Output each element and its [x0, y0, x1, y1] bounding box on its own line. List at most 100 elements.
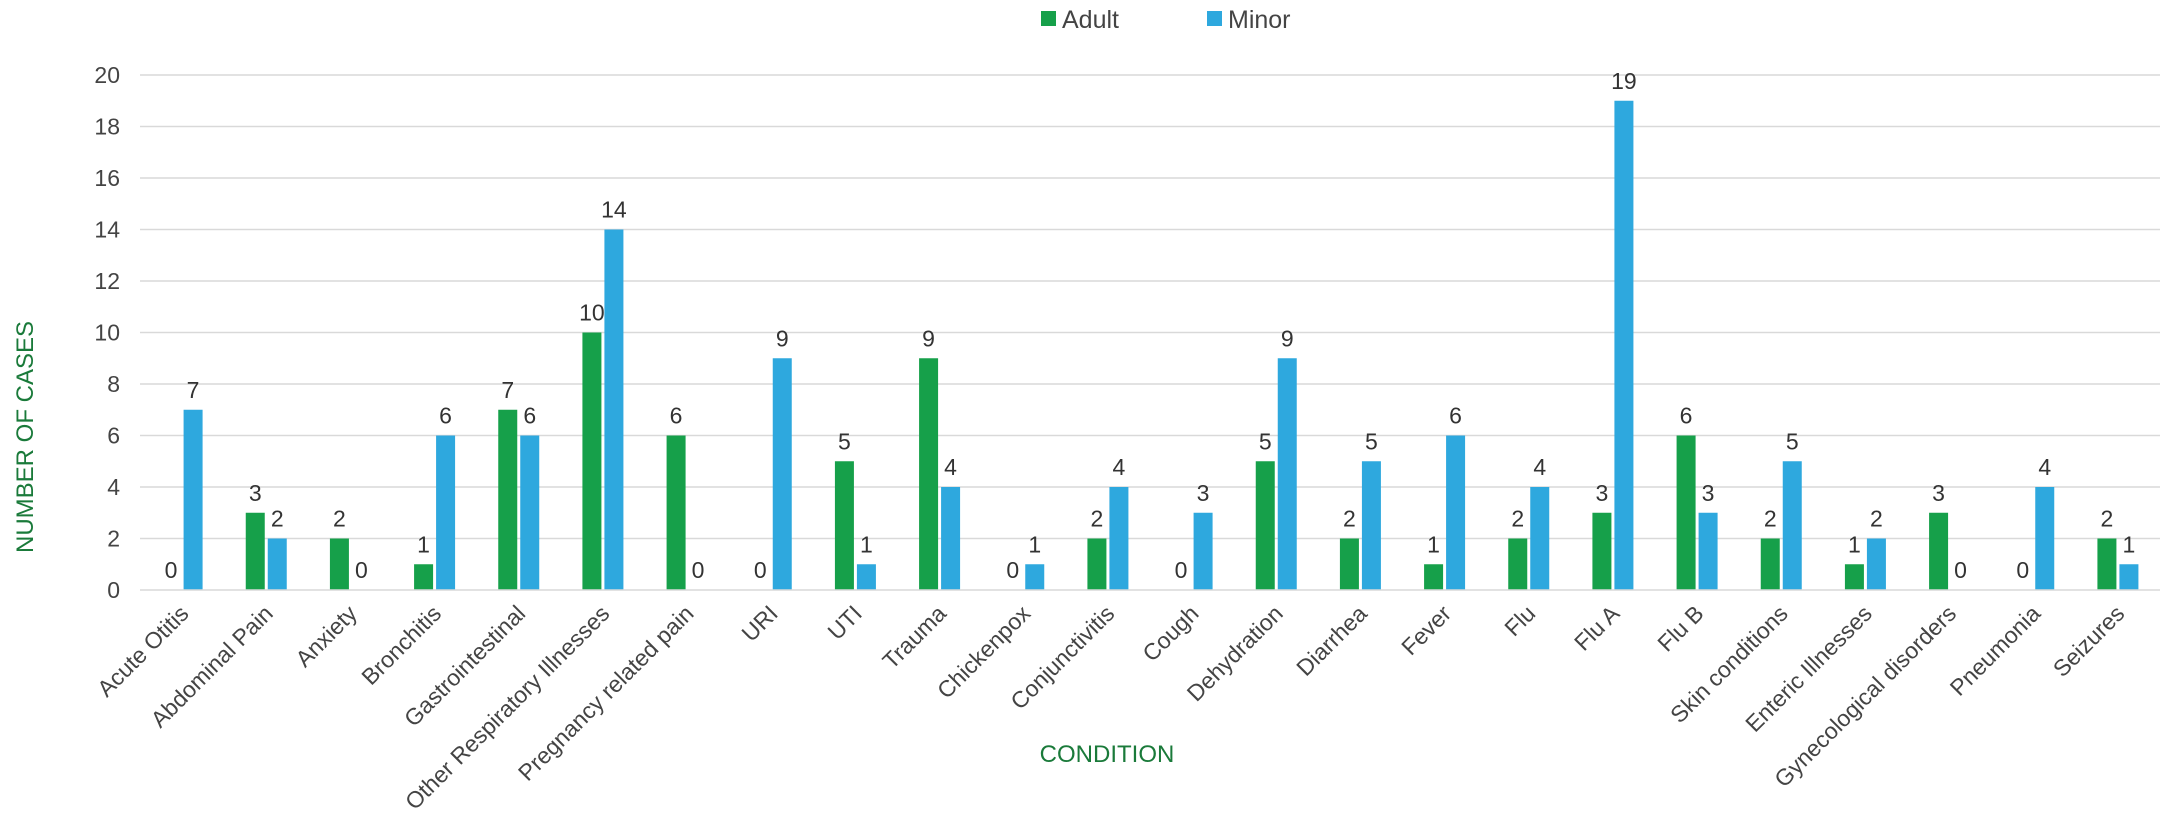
- legend-swatch-adult: [1041, 11, 1056, 26]
- data-label-minor: 1: [2123, 531, 2136, 557]
- x-tick-label: Seizures: [2048, 600, 2130, 682]
- x-tick-label: Flu: [1499, 600, 1540, 641]
- y-tick-label: 10: [94, 320, 120, 346]
- bars: [183, 100, 2139, 590]
- data-label-minor: 1: [860, 531, 873, 557]
- bar-minor: [772, 358, 792, 590]
- bar-adult: [582, 332, 602, 590]
- data-label-adult: 3: [1932, 480, 1945, 506]
- y-tick-label: 6: [107, 423, 120, 449]
- bar-adult: [1676, 435, 1696, 590]
- data-label-adult: 0: [1006, 557, 1019, 583]
- bar-adult: [919, 358, 939, 590]
- data-label-adult: 1: [1848, 531, 1861, 557]
- gridlines: [140, 74, 2160, 540]
- data-label-adult: 2: [1511, 506, 1524, 532]
- data-label-minor: 14: [601, 197, 627, 223]
- bar-adult: [666, 435, 686, 590]
- x-tick-label: Bronchitis: [356, 600, 446, 690]
- data-label-adult: 0: [2016, 557, 2029, 583]
- bar-minor: [1193, 512, 1213, 590]
- bar-adult: [1929, 512, 1949, 590]
- data-label-adult: 1: [417, 531, 430, 557]
- bar-minor: [941, 487, 961, 590]
- x-tick-label: Cough: [1137, 600, 1203, 666]
- data-label-minor: 6: [1449, 403, 1462, 429]
- bar-adult: [1760, 538, 1780, 590]
- data-label-minor: 0: [1954, 557, 1967, 583]
- y-tick-label: 16: [94, 165, 120, 191]
- data-label-adult: 6: [1680, 403, 1693, 429]
- data-label-minor: 19: [1611, 68, 1637, 94]
- bar-adult: [1087, 538, 1107, 590]
- bar-minor: [856, 564, 876, 590]
- data-label-adult: 7: [501, 377, 514, 403]
- data-label-adult: 0: [1175, 557, 1188, 583]
- y-tick-label: 2: [107, 526, 120, 552]
- data-label-minor: 5: [1786, 428, 1799, 454]
- bar-adult: [329, 538, 349, 590]
- data-label-minor: 3: [1702, 480, 1715, 506]
- data-label-minor: 9: [1281, 325, 1294, 351]
- data-label-adult: 5: [1259, 428, 1272, 454]
- data-label-minor: 2: [271, 506, 284, 532]
- data-label-minor: 0: [355, 557, 368, 583]
- bar-minor: [1530, 487, 1550, 590]
- bar-adult: [245, 512, 265, 590]
- x-axis-title: CONDITION: [1040, 741, 1175, 768]
- data-label-adult: 0: [754, 557, 767, 583]
- bar-minor: [2035, 487, 2055, 590]
- bar-adult: [2097, 538, 2117, 590]
- data-label-minor: 3: [1197, 480, 1210, 506]
- x-tick-label: Fever: [1396, 600, 1456, 660]
- y-axis-title: NUMBER OF CASES: [12, 321, 39, 553]
- x-tick-label: URI: [736, 600, 782, 646]
- x-tick-label: Trauma: [877, 600, 951, 674]
- data-label-adult: 10: [579, 300, 605, 326]
- y-tick-label: 8: [107, 371, 120, 397]
- bar-minor: [1277, 358, 1297, 590]
- data-label-minor: 6: [439, 403, 452, 429]
- x-tick-label: Flu A: [1569, 600, 1625, 656]
- bar-minor: [1866, 538, 1886, 590]
- data-label-minor: 4: [944, 454, 957, 480]
- bar-adult: [498, 409, 518, 590]
- bar-minor: [183, 409, 203, 590]
- data-label-minor: 4: [2038, 454, 2051, 480]
- y-tick-label: 12: [94, 268, 120, 294]
- data-label-minor: 4: [1113, 454, 1126, 480]
- data-label-adult: 2: [333, 506, 346, 532]
- bar-minor: [1614, 100, 1634, 590]
- bar-adult: [414, 564, 434, 590]
- data-label-adult: 3: [1596, 480, 1609, 506]
- data-label-minor: 2: [1870, 506, 1883, 532]
- bar-minor: [436, 435, 456, 590]
- data-label-minor: 4: [1533, 454, 1546, 480]
- bar-adult: [1424, 564, 1444, 590]
- bar-minor: [1361, 461, 1381, 590]
- bar-minor: [1109, 487, 1129, 590]
- data-label-adult: 5: [838, 428, 851, 454]
- y-tick-label: 18: [94, 114, 120, 140]
- y-axis-ticks: 0 2 4 6 8 10 12 14 16 18 20: [94, 62, 120, 603]
- bar-adult: [834, 461, 854, 590]
- legend-swatch-minor: [1207, 11, 1222, 26]
- data-label-minor: 6: [523, 403, 536, 429]
- bar-adult: [1844, 564, 1864, 590]
- data-label-adult: 6: [670, 403, 683, 429]
- x-tick-label: Diarrhea: [1291, 600, 1372, 681]
- x-tick-label: Pregnancy related pain: [513, 600, 699, 786]
- data-label-minor: 1: [1028, 531, 1041, 557]
- y-tick-label: 4: [107, 474, 120, 500]
- bar-minor: [1446, 435, 1466, 590]
- data-label-adult: 2: [1091, 506, 1104, 532]
- y-tick-label: 20: [94, 62, 120, 88]
- x-tick-label: Pneumonia: [1945, 600, 2046, 701]
- bar-minor: [604, 229, 624, 590]
- bar-adult: [1255, 461, 1275, 590]
- bar-minor: [2119, 564, 2139, 590]
- x-tick-label: Flu B: [1652, 600, 1708, 656]
